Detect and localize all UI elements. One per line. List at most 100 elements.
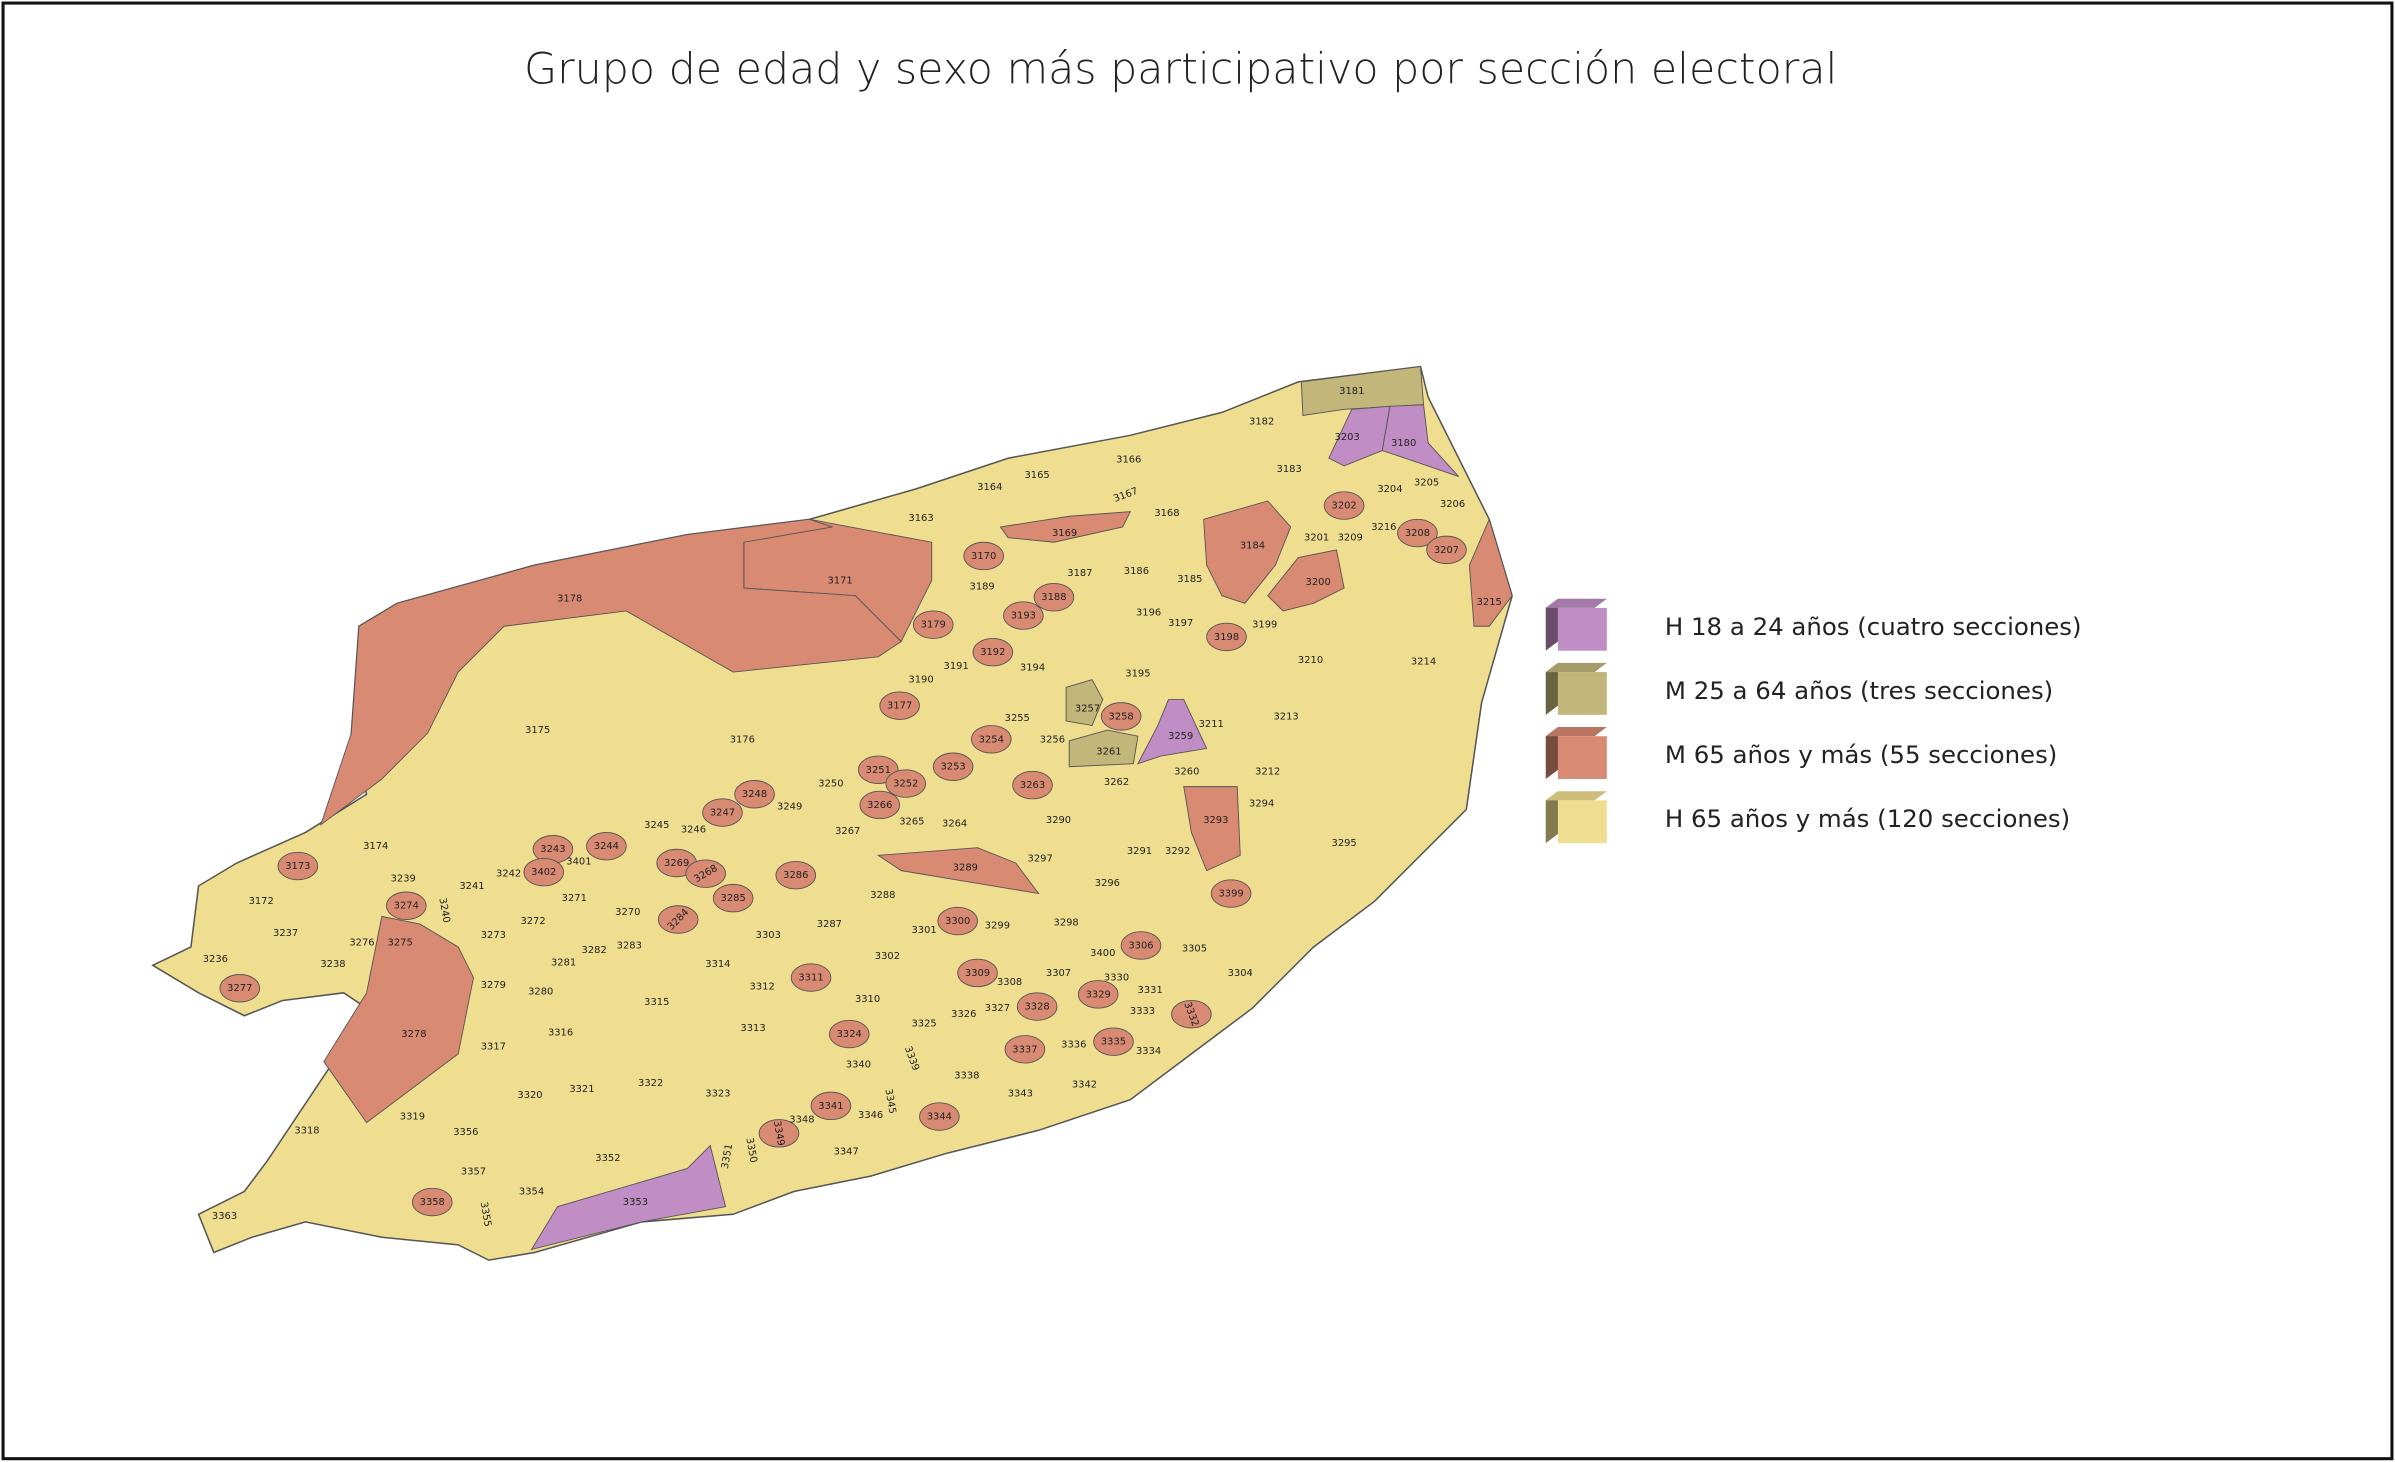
section-area [323,915,474,1124]
section-label: 3256 [1040,734,1065,745]
section-label: 3296 [1095,878,1120,889]
section-area [1206,622,1247,652]
section-label: 3322 [638,1078,663,1089]
section-label: 3282 [582,945,607,956]
section-area [1100,702,1142,731]
section-label: 3208 [1405,528,1430,539]
section-label: 3165 [1025,470,1050,481]
section-area [810,1091,852,1121]
section-label: 3251 [866,765,891,776]
section-area [758,1119,800,1148]
section-label: 3186 [1124,566,1149,577]
section-label: 3252 [893,779,918,790]
section-label: 3270 [615,907,640,918]
section-label: 3183 [1277,464,1302,475]
section-label: 3277 [227,983,252,994]
section-area [1210,879,1252,908]
section-label: 3209 [1338,533,1363,544]
section-label: 3215 [1477,597,1502,608]
section-label: 3192 [980,647,1005,658]
section-label: 3179 [921,620,946,631]
section-area [1183,786,1241,872]
section-label: 3347 [834,1147,859,1158]
section-label: 3304 [1228,968,1253,979]
section-label: 3327 [985,1003,1010,1014]
section-area [1093,1027,1134,1056]
section-label: 3342 [1072,1079,1097,1090]
section-label: 3328 [1025,1002,1050,1013]
section-label: 3343 [1008,1089,1033,1100]
section-area [1203,500,1292,604]
section-label: 3263 [1020,780,1045,791]
legend-swatch-top [1545,662,1607,673]
section-label: 3211 [1199,719,1224,730]
section-label: 3212 [1255,766,1280,777]
section-label: 3317 [481,1041,506,1052]
section-area [702,798,743,827]
legend-swatch-top [1545,598,1607,608]
section-label: 3248 [742,789,767,800]
section-areas [219,366,1513,1251]
section-label: 3207 [1434,545,1459,556]
section-label: 3340 [846,1060,871,1071]
section-label: 3178 [557,594,582,605]
section-label: 3315 [644,997,669,1008]
section-label: 3291 [1127,846,1152,857]
legend-swatch-top [1545,791,1607,801]
section-label: 3319 [400,1112,425,1123]
section-area [1077,980,1119,1009]
section-area [790,963,832,992]
section-label: 3164 [977,482,1002,493]
section-label: 3163 [908,513,933,524]
section-label: 3355 [478,1201,493,1228]
legend-swatch-side [1545,791,1558,844]
section-label: 3193 [1011,611,1036,622]
section-label: 3330 [1104,973,1129,984]
section-label: 3250 [818,779,843,790]
section-label: 3306 [1128,940,1153,951]
section-label: 3171 [827,575,852,586]
section-label: 3243 [540,844,565,855]
section-label: 3170 [971,551,996,562]
section-label: 3290 [1046,815,1071,826]
section-area [879,691,920,720]
section-label: 3275 [388,937,413,948]
section-area [1033,583,1075,612]
section-label: 3258 [1109,711,1134,722]
section-label: 3198 [1214,632,1239,643]
section-label: 3309 [965,968,990,979]
section-area [1468,517,1513,627]
section-area [1397,518,1438,548]
section-label: 3197 [1168,618,1193,629]
section-area [1065,679,1104,727]
section-label: 3166 [1116,455,1141,466]
section-label: 3174 [363,841,388,852]
section-label: 3401 [566,856,591,867]
section-area [530,1144,727,1251]
section-label: 3175 [525,725,550,736]
section-label: 3267 [835,826,860,837]
section-label: 3288 [870,890,895,901]
legend-swatch [1557,736,1607,779]
section-label: 3400 [1090,948,1115,959]
section-label: 3300 [945,916,970,927]
section-label: 3313 [740,1023,765,1034]
section-label: 3246 [681,824,706,835]
section-label: 3216 [1371,522,1396,533]
section-area [1012,770,1053,800]
section-label: 3303 [756,930,781,941]
section-label: 3244 [594,841,619,852]
section-label: 3187 [1067,568,1092,579]
section-area [657,905,699,934]
section-label: 3352 [595,1153,620,1164]
section-label: 3305 [1182,944,1207,955]
legend: H 18 a 24 años (cuatro secciones) M 25 a … [1545,598,2082,844]
section-area [1426,535,1467,565]
section-label: 3344 [927,1112,952,1123]
section-area [385,891,427,920]
section-area [586,831,627,861]
section-label: 3264 [942,818,967,829]
